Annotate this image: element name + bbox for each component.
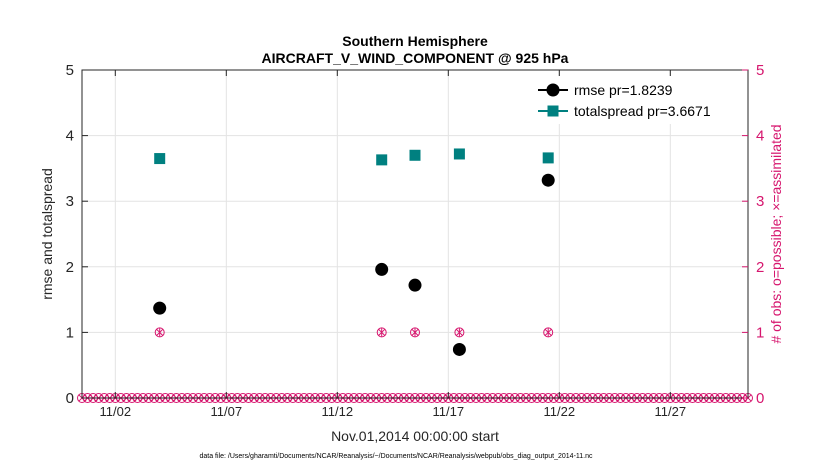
y-tick-label: 0 [66, 390, 74, 407]
totalspread-point [542, 152, 554, 164]
rmse-point [541, 173, 555, 187]
y-tick-label-right: 0 [756, 390, 764, 407]
obs-count-point-nonzero [454, 327, 465, 338]
legend-totalspread-marker [547, 105, 559, 117]
y-tick-label: 2 [66, 259, 74, 276]
legend: rmse pr=1.8239 totalspread pr=3.6671 [529, 76, 747, 124]
axis-ticks: 11/02 11/07 11/12 11/17 11/22 11/27 0 0 1 1 2 2 3 3 4 4… [66, 62, 765, 419]
rmse-point [153, 301, 167, 315]
y-tick-label: 4 [66, 128, 74, 145]
rmse-point [452, 342, 466, 356]
y-axis-label-right: # of obs: o=possible; ×=assimilated [768, 124, 784, 343]
obs-count-markers [77, 327, 753, 403]
y-tick-label: 5 [66, 62, 74, 79]
y-tick-label-right: 1 [756, 324, 764, 341]
chart-subtitle: AIRCRAFT_V_WIND_COMPONENT @ 925 hPa [262, 50, 569, 66]
y-tick-label: 3 [66, 193, 74, 210]
series-markers [153, 148, 555, 356]
obs-count-point-nonzero [376, 327, 387, 338]
legend-box [529, 76, 747, 124]
x-tick-label: 11/22 [544, 404, 576, 419]
totalspread-point [376, 154, 388, 166]
obs-possible-marker [410, 327, 420, 338]
legend-rmse-marker [546, 83, 560, 97]
rmse-point [408, 278, 422, 292]
y-tick-label-right: 5 [756, 62, 764, 79]
y-tick-label-right: 2 [756, 259, 764, 276]
chart-title: Southern Hemisphere [342, 33, 488, 49]
legend-rmse-label: rmse pr=1.8239 [574, 82, 673, 98]
x-tick-label: 11/02 [100, 404, 132, 419]
rmse-point [375, 262, 389, 276]
legend-totalspread-label: totalspread pr=3.6671 [574, 103, 711, 119]
obs-possible-marker [454, 327, 465, 338]
x-tick-label: 11/12 [322, 404, 354, 419]
obs-count-point-nonzero [154, 327, 165, 338]
totalspread-point [409, 149, 421, 161]
y-axis-label: rmse and totalspread [39, 168, 55, 300]
y-tick-label-right: 4 [756, 128, 764, 145]
obs-possible-marker [154, 327, 165, 338]
obs-possible-marker [376, 327, 387, 338]
obs-count-point-nonzero [543, 327, 554, 338]
totalspread-point [453, 148, 465, 160]
y-tick-label-right: 3 [756, 193, 764, 210]
y-tick-label: 1 [66, 324, 74, 341]
x-tick-label: 11/07 [211, 404, 243, 419]
totalspread-point [154, 153, 166, 165]
x-tick-label: 11/17 [433, 404, 465, 419]
obs-count-point-nonzero [410, 327, 420, 338]
obs-possible-marker [543, 327, 554, 338]
data-file-footnote: data file: /Users/gharamti/Documents/NCA… [199, 453, 593, 460]
plot-area [81, 69, 749, 399]
x-tick-label: 11/27 [655, 404, 687, 419]
x-axis-label: Nov.01,2014 00:00:00 start [331, 428, 499, 444]
